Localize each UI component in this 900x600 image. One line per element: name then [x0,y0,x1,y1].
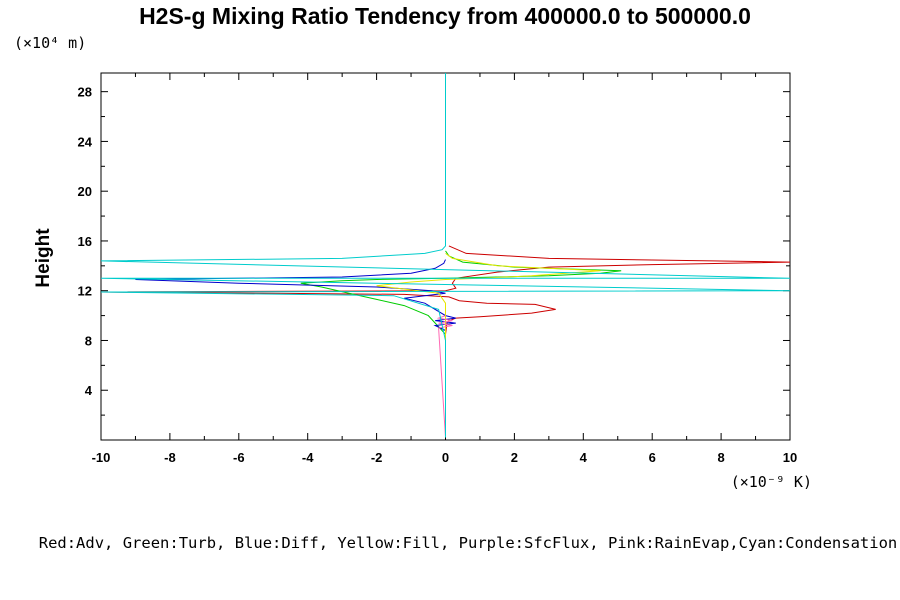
y-tick-label: 20 [78,184,92,199]
series-line-fill [376,252,601,438]
x-axis-scale-label: (×10⁻⁹ K) [731,473,812,491]
x-tick-label: -6 [233,450,245,465]
chart-title: H2S-g Mixing Ratio Tendency from 400000.… [139,3,751,29]
x-tick-label: 8 [717,450,724,465]
x-tick-label: 6 [649,450,656,465]
y-axis-label: Height [33,228,54,288]
legend-text: Red:Adv, Green:Turb, Blue:Diff, Yellow:F… [39,534,898,552]
x-tick-label: 4 [580,450,588,465]
x-tick-label: 0 [442,450,449,465]
x-tick-label: -2 [371,450,383,465]
x-tick-label: 10 [783,450,797,465]
x-tick-label: -10 [92,450,111,465]
x-tick-label: -8 [164,450,176,465]
y-tick-label: 8 [85,333,92,348]
y-tick-label: 4 [85,383,93,398]
series-line-adv [100,245,791,438]
series-line-diff [135,259,456,438]
series-layer [100,73,791,438]
y-axis-scale-label: (×10⁴ m) [14,34,86,52]
y-tick-label: 12 [78,284,92,299]
x-tick-label: -4 [302,450,314,465]
series-line-rainevap [436,315,453,438]
y-tick-label: 16 [78,234,92,249]
series-line-condensation [100,73,791,438]
y-tick-label: 24 [78,134,93,149]
y-tick-label: 28 [78,85,92,100]
x-tick-label: 2 [511,450,518,465]
